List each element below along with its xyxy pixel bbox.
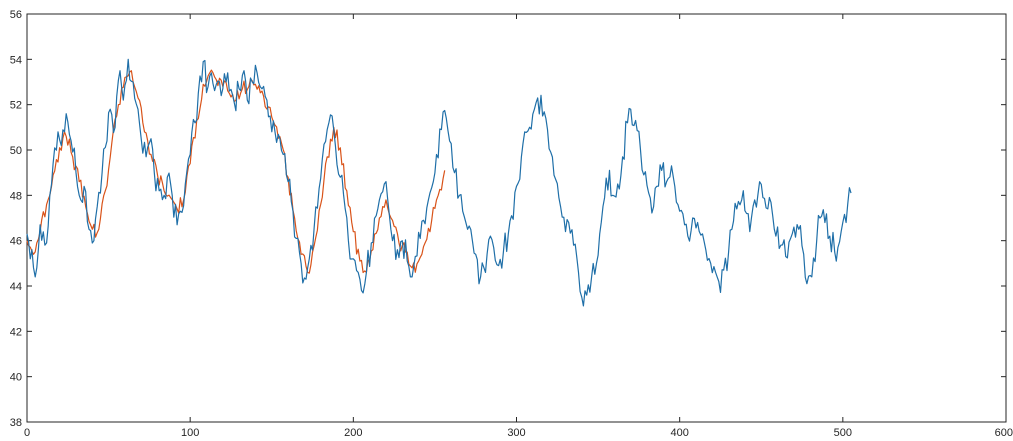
y-tick-label: 40 — [10, 372, 22, 384]
x-tick-label: 200 — [344, 427, 362, 439]
y-tick-label: 52 — [10, 100, 22, 112]
x-tick-label: 400 — [670, 427, 688, 439]
x-axis: 0 100 200 300 400 500 600 — [24, 14, 1013, 439]
y-tick-label: 44 — [10, 281, 22, 293]
y-axis: 38 40 42 44 46 48 50 52 54 56 — [10, 9, 1006, 429]
y-tick-label: 54 — [10, 54, 22, 66]
x-tick-label: 600 — [995, 427, 1013, 439]
y-tick-label: 50 — [10, 145, 22, 157]
y-tick-label: 46 — [10, 236, 22, 248]
x-tick-label: 100 — [181, 427, 199, 439]
series-line-1 — [26, 58, 852, 307]
x-tick-label: 300 — [507, 427, 525, 439]
y-tick-label: 48 — [10, 190, 22, 202]
series-layer — [26, 58, 852, 307]
y-tick-label: 38 — [10, 417, 22, 429]
x-tick-label: 500 — [834, 427, 852, 439]
plot-area — [26, 13, 1007, 423]
y-tick-label: 42 — [10, 326, 22, 338]
y-tick-label: 56 — [10, 9, 22, 21]
x-tick-label: 0 — [24, 427, 30, 439]
